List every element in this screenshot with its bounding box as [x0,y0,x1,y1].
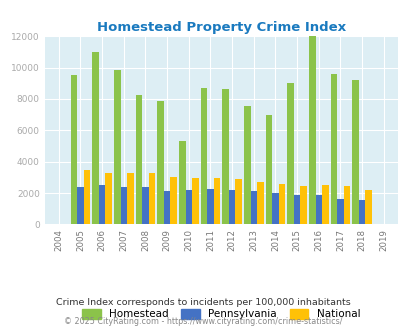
Bar [271,193,278,224]
Bar [265,115,271,224]
Bar [148,173,155,224]
Bar [330,74,337,224]
Bar [179,141,185,224]
Bar [352,80,358,224]
Bar [92,52,98,224]
Bar [77,187,83,224]
Bar [98,185,105,224]
Bar [250,191,256,224]
Bar [207,189,213,224]
Bar [114,70,120,224]
Bar [142,187,148,224]
Bar [192,178,198,224]
Bar [293,195,300,224]
Bar [105,173,111,224]
Legend: Homestead, Pennsylvania, National: Homestead, Pennsylvania, National [82,309,360,319]
Bar [308,36,315,224]
Text: © 2025 CityRating.com - https://www.cityrating.com/crime-statistics/: © 2025 CityRating.com - https://www.city… [64,317,341,326]
Bar [157,101,164,224]
Bar [287,82,293,224]
Bar [213,178,220,224]
Bar [170,178,177,224]
Bar [358,200,364,224]
Bar [70,75,77,224]
Bar [83,170,90,224]
Bar [278,183,284,224]
Bar [300,186,306,224]
Bar [256,182,263,224]
Bar [185,190,192,224]
Bar [120,187,127,224]
Bar [321,185,328,224]
Bar [228,190,235,224]
Bar [222,89,228,224]
Bar [164,191,170,224]
Bar [235,179,241,224]
Title: Homestead Property Crime Index: Homestead Property Crime Index [96,21,345,34]
Bar [127,173,133,224]
Text: Crime Index corresponds to incidents per 100,000 inhabitants: Crime Index corresponds to incidents per… [55,298,350,307]
Bar [364,190,371,224]
Bar [337,199,343,224]
Bar [135,95,142,224]
Bar [243,106,250,224]
Bar [343,186,350,224]
Bar [200,88,207,224]
Bar [315,195,321,224]
